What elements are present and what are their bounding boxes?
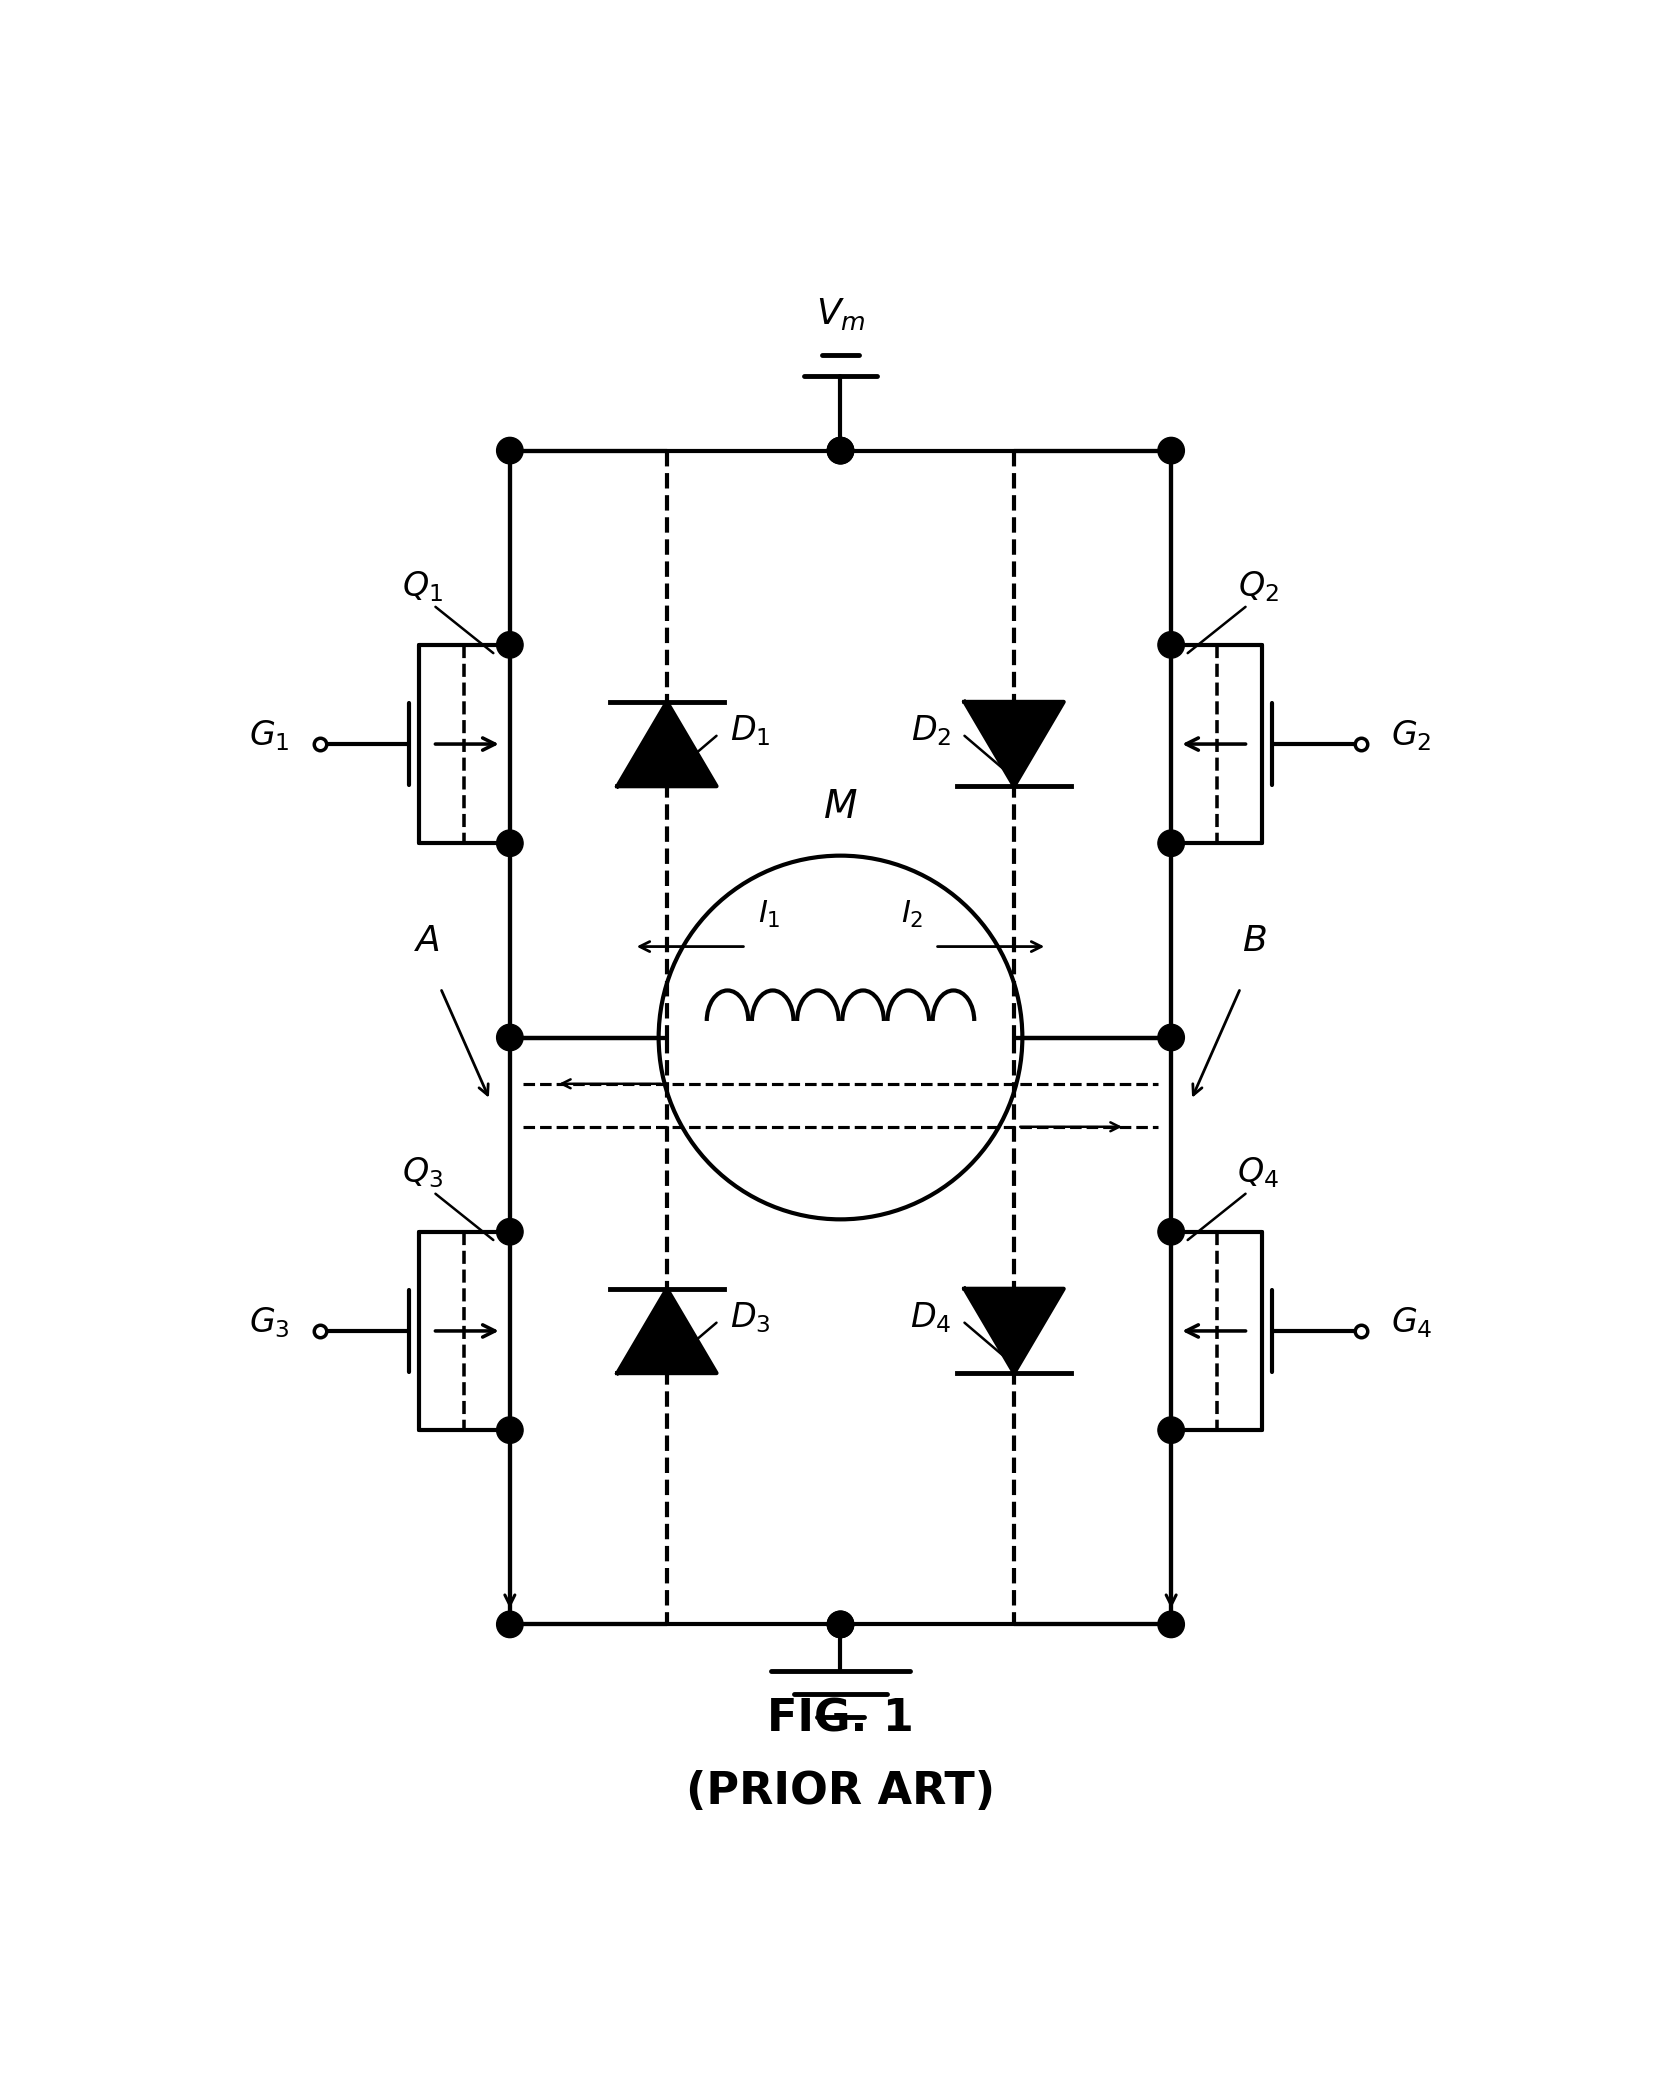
Text: $I_2$: $I_2$ xyxy=(900,898,922,930)
Circle shape xyxy=(496,1218,522,1245)
Text: $G_3$: $G_3$ xyxy=(249,1305,291,1340)
Text: FIG. 1: FIG. 1 xyxy=(766,1697,914,1741)
Polygon shape xyxy=(964,1289,1063,1374)
Circle shape xyxy=(496,1025,522,1050)
Circle shape xyxy=(827,438,853,465)
Circle shape xyxy=(1158,1610,1184,1637)
Text: (PRIOR ART): (PRIOR ART) xyxy=(685,1770,995,1814)
Circle shape xyxy=(1158,830,1184,857)
Text: $Q_3$: $Q_3$ xyxy=(402,1156,444,1191)
Text: $Q_4$: $Q_4$ xyxy=(1236,1156,1278,1191)
Text: $B$: $B$ xyxy=(1242,923,1265,959)
Circle shape xyxy=(496,1610,522,1637)
Polygon shape xyxy=(617,1289,716,1374)
Circle shape xyxy=(1158,1417,1184,1444)
Text: $V_m$: $V_m$ xyxy=(815,295,865,332)
Text: $G_1$: $G_1$ xyxy=(249,718,291,753)
Text: $M$: $M$ xyxy=(823,788,857,826)
Polygon shape xyxy=(617,701,716,786)
Text: $A$: $A$ xyxy=(413,923,440,959)
Circle shape xyxy=(1158,1025,1184,1050)
Text: $Q_2$: $Q_2$ xyxy=(1236,569,1278,604)
Circle shape xyxy=(1158,631,1184,658)
Circle shape xyxy=(496,631,522,658)
Text: $Q_1$: $Q_1$ xyxy=(402,569,444,604)
Circle shape xyxy=(496,1417,522,1444)
Polygon shape xyxy=(964,701,1063,786)
Circle shape xyxy=(827,1610,853,1637)
Text: $D_3$: $D_3$ xyxy=(729,1301,769,1334)
Circle shape xyxy=(827,438,853,465)
Circle shape xyxy=(496,438,522,465)
Text: $G_2$: $G_2$ xyxy=(1389,718,1431,753)
Circle shape xyxy=(1158,438,1184,465)
Circle shape xyxy=(1158,1218,1184,1245)
Circle shape xyxy=(827,1610,853,1637)
Text: $D_1$: $D_1$ xyxy=(729,714,769,749)
Text: $D_2$: $D_2$ xyxy=(911,714,951,749)
Text: $G_4$: $G_4$ xyxy=(1389,1305,1431,1340)
Text: $D_4$: $D_4$ xyxy=(909,1301,951,1334)
Circle shape xyxy=(496,830,522,857)
Text: $I_1$: $I_1$ xyxy=(758,898,780,930)
